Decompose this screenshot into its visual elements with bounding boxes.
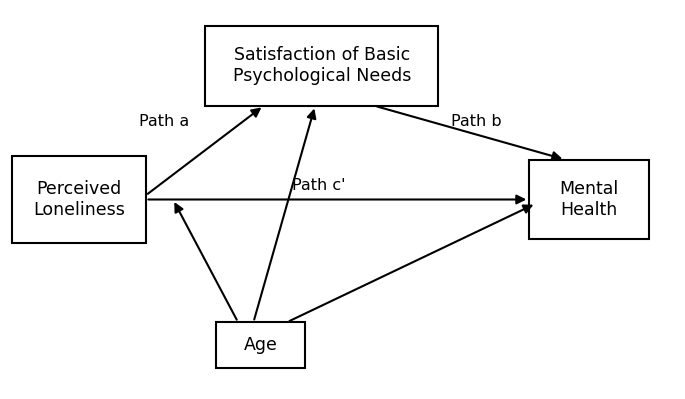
- Text: Path c': Path c': [292, 178, 345, 193]
- Text: Perceived
Loneliness: Perceived Loneliness: [33, 180, 125, 219]
- Text: Age: Age: [243, 336, 277, 354]
- Text: Path b: Path b: [451, 114, 501, 129]
- Text: Path a: Path a: [139, 114, 190, 129]
- FancyBboxPatch shape: [12, 156, 146, 243]
- Text: Mental
Health: Mental Health: [560, 180, 619, 219]
- Text: Satisfaction of Basic
Psychological Needs: Satisfaction of Basic Psychological Need…: [233, 46, 411, 85]
- FancyBboxPatch shape: [206, 26, 438, 106]
- FancyBboxPatch shape: [529, 160, 649, 239]
- FancyBboxPatch shape: [216, 322, 305, 368]
